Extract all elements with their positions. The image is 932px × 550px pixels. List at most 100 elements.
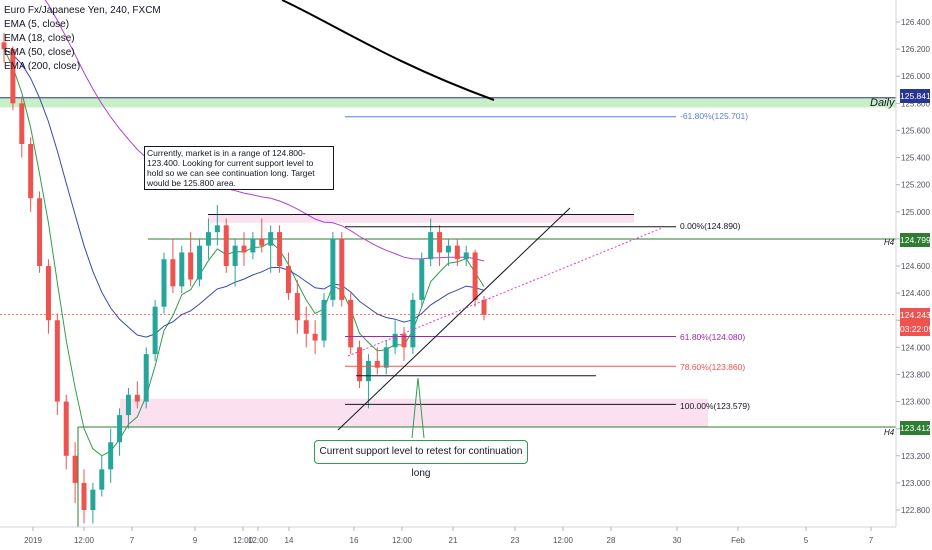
candle-body (410, 299, 416, 348)
fib-0-label: 0.00%(124.890) (680, 221, 741, 231)
support-callout[interactable]: Current support level to retest for cont… (314, 440, 528, 479)
daily-zone (0, 97, 896, 108)
daily-label: Daily (870, 97, 895, 109)
price-levels (0, 97, 896, 527)
candle-body (250, 238, 256, 253)
candle-body (232, 245, 238, 266)
candle-body (152, 306, 158, 355)
x-tick-label: 7 (130, 536, 135, 545)
candle-body (383, 347, 389, 368)
x-tick-label: 2019 (24, 536, 42, 545)
y-tick-label: 125.000 (901, 208, 930, 217)
candle-body (321, 299, 327, 341)
drawings (208, 116, 676, 439)
candle-body (445, 245, 451, 253)
symbol-title[interactable]: Euro Fx/Japanese Yen, 240, FXCM (4, 5, 161, 16)
fib-labels: -61.80%(125.701) 0.00%(124.890) 61.80%(124… (680, 111, 750, 411)
y-tick-label: 123.600 (901, 398, 930, 407)
candle-body (134, 394, 140, 402)
candle-body (63, 401, 69, 456)
analysis-note[interactable]: Currently, market is in a range of 124.8… (144, 146, 334, 190)
y-tick-label: 125.200 (901, 181, 930, 190)
candle-body (99, 469, 105, 490)
y-tick-label: 126.200 (901, 45, 930, 54)
candle-body (428, 232, 434, 260)
y-tick-label: 123.000 (901, 479, 930, 488)
ema18-line (3, 48, 485, 338)
candles (1, 32, 487, 524)
fib-618-label: 61.80%(124.080) (680, 332, 745, 342)
h4-bottom-price-tag: 123.412 (900, 421, 931, 435)
candle-body (339, 238, 345, 300)
candle-body (277, 232, 283, 266)
candle-body (401, 333, 407, 348)
x-tick-label: 7 (869, 536, 874, 545)
candle-body (348, 299, 354, 348)
candle-body (161, 259, 167, 307)
x-tick-label: 28 (607, 536, 616, 545)
y-tick-label: 126.000 (901, 72, 930, 81)
candle-body (259, 238, 265, 246)
candle-body (72, 455, 78, 483)
price-axis[interactable]: 126.400 126.200 126.000 125.800 125.600 125.4… (895, 0, 930, 527)
x-tick-label: 16 (350, 536, 359, 545)
candle-body (19, 103, 25, 144)
h4-top-price-tag: 124.799 (900, 233, 931, 247)
candle-body (28, 144, 34, 199)
x-tick-label: 12:00 (392, 536, 413, 545)
x-tick-label: 12:00 (233, 536, 254, 545)
candle-body (374, 360, 380, 368)
candle-body (188, 252, 194, 280)
legend: Euro Fx/Japanese Yen, 240, FXCM EMA (5, … (4, 4, 161, 74)
candle-body (1, 42, 7, 50)
fib-786-label: 78.60%(123.860) (680, 362, 745, 372)
candle-body (223, 225, 229, 266)
candle-body (45, 266, 51, 321)
candle-body (463, 252, 469, 260)
x-tick-label: 9 (193, 536, 198, 545)
h4-bottom-label: H4 (884, 428, 895, 437)
candle-body (481, 299, 487, 315)
candle-body (392, 333, 398, 348)
x-tick-label: 30 (673, 536, 682, 545)
x-tick-label: 12:00 (74, 536, 95, 545)
x-tick-label: 12:00 (553, 536, 574, 545)
callout-pointer (411, 377, 425, 439)
x-tick-label: Feb (731, 536, 745, 545)
indicator-ema200[interactable]: EMA (200, close) (4, 61, 81, 72)
indicator-ema5[interactable]: EMA (5, close) (4, 19, 70, 30)
candle-body (472, 252, 478, 300)
y-tick-label: 124.000 (901, 343, 930, 352)
candle-body (303, 320, 309, 334)
candle-body (205, 232, 211, 246)
candle-body (197, 245, 203, 280)
indicator-ema18[interactable]: EMA (18, close) (4, 33, 75, 44)
y-tick-label: 124.400 (901, 289, 930, 298)
candle-body (90, 489, 96, 510)
candle-body (117, 415, 123, 443)
candle-body (179, 252, 185, 287)
daily-price-tag: 125.841 (900, 89, 931, 103)
candle-body (81, 482, 87, 510)
y-tick-label: 126.400 (901, 18, 930, 27)
indicator-ema50[interactable]: EMA (50, close) (4, 47, 75, 58)
ema200-line (281, 0, 495, 101)
supply-zone (208, 214, 634, 223)
candle-body (437, 232, 443, 253)
dotted-trendline (347, 227, 663, 357)
countdown-tag: 03:22:09 (900, 322, 932, 336)
candle-body (454, 245, 460, 260)
x-tick-label: 21 (449, 536, 458, 545)
fib-ext-label: -61.80%(125.701) (680, 111, 748, 121)
x-tick-label: 14 (285, 536, 294, 545)
candle-body (54, 320, 60, 402)
y-tick-label: 124.600 (901, 262, 930, 271)
ema50-line (44, 0, 485, 262)
candle-body (285, 266, 291, 294)
y-tick-label: 123.800 (901, 370, 930, 379)
h4-top-label: H4 (884, 238, 895, 247)
candle-body (294, 293, 300, 321)
candle-body (170, 259, 176, 287)
